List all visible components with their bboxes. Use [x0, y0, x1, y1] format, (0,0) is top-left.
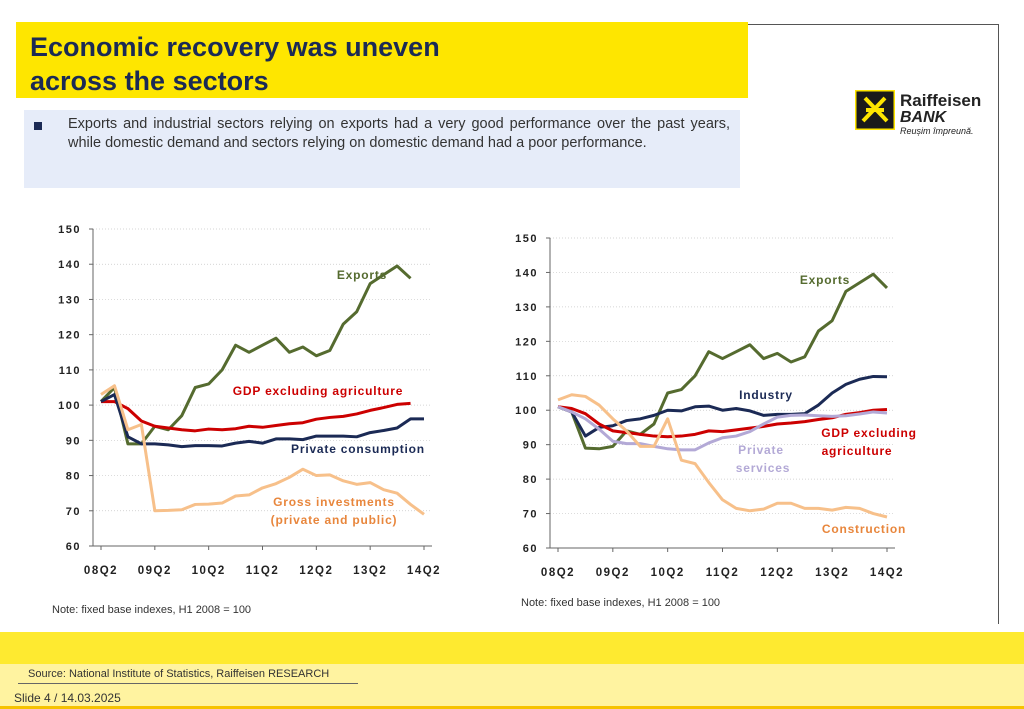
header-rule: [748, 24, 998, 25]
series-label: Construction: [822, 522, 906, 536]
series-label: Exports: [800, 273, 850, 287]
series-line: [557, 374, 888, 438]
summary-text: Exports and industrial sectors relying o…: [68, 116, 730, 151]
summary-box: Exports and industrial sectors relying o…: [24, 110, 740, 188]
series-label: GDP excluding: [821, 426, 917, 440]
logo-name-2: BANK: [900, 109, 948, 126]
crossed-gables-icon: [861, 96, 889, 123]
y-tick-label: 100: [58, 400, 81, 412]
series-line: [100, 384, 425, 516]
series-label: (private and public): [271, 513, 398, 527]
series-line: [557, 405, 888, 452]
x-tick-label: 09Q2: [138, 565, 172, 577]
note-right: Note: fixed base indexes, H1 2008 = 100: [521, 597, 721, 609]
y-tick-label: 120: [58, 330, 81, 342]
title-line-2: across the sectors: [30, 66, 269, 96]
y-tick-label: 140: [515, 267, 538, 279]
y-tick-label: 90: [66, 435, 81, 447]
series-label: agriculture: [822, 444, 893, 458]
x-tick-label: 08Q2: [84, 565, 118, 577]
y-tick-label: 140: [58, 259, 81, 271]
title-line-1: Economic recovery was uneven: [30, 32, 440, 62]
note-left: Note: fixed base indexes, H1 2008 = 100: [52, 604, 252, 616]
slide-rule: [0, 706, 1024, 709]
y-tick-label: 150: [515, 233, 538, 245]
series-label: Private consumption: [291, 442, 425, 456]
frame-rule: [998, 24, 999, 624]
series-line: [557, 393, 888, 519]
y-tick-label: 110: [516, 371, 538, 383]
slide-number: Slide 4 / 14.03.2025: [14, 691, 121, 705]
series-label: Private: [738, 443, 784, 457]
y-tick-label: 130: [515, 302, 538, 314]
bullet-square-icon: [34, 122, 42, 130]
chart-left: 60 70 80 90 100 110 120 130 140 150 08Q2 09Q2 10Q2 11…: [58, 224, 441, 577]
series-label: services: [736, 461, 790, 475]
logo-name: Raiffeisen: [900, 91, 981, 110]
x-tick-label: 12Q2: [760, 567, 794, 579]
x-tick-label: 10Q2: [651, 567, 685, 579]
y-tick-label: 80: [66, 471, 81, 483]
y-tick-label: 60: [523, 543, 538, 555]
footer-stripe-band: [0, 632, 1024, 664]
series-line: [99, 264, 412, 446]
series-label: Exports: [337, 268, 387, 282]
raiffeisen-logo: Raiffeisen BANK Reușim împreună.: [855, 90, 981, 136]
x-tick-label: 14Q2: [870, 567, 904, 579]
x-tick-label: 12Q2: [299, 565, 333, 577]
x-tick-label: 08Q2: [541, 567, 575, 579]
series-label: Gross investments: [273, 495, 395, 509]
series-label: GDP excluding agriculture: [233, 384, 403, 398]
y-tick-label: 150: [58, 224, 81, 236]
logo-slogan: Reușim împreună.: [900, 126, 974, 136]
y-tick-label: 70: [523, 509, 538, 521]
y-tick-label: 70: [66, 506, 81, 518]
series-line: [557, 272, 889, 451]
y-tick-label: 100: [515, 405, 538, 417]
source-text: Source: National Institute of Statistics…: [28, 668, 330, 680]
x-tick-label: 10Q2: [192, 565, 226, 577]
y-tick-label: 120: [515, 336, 538, 348]
y-tick-label: 110: [59, 365, 81, 377]
y-tick-label: 60: [66, 541, 81, 553]
title-banner: Economic recovery was uneven across the …: [16, 22, 748, 98]
x-tick-label: 13Q2: [353, 565, 387, 577]
series-label: Industry: [739, 388, 793, 402]
series-line: [100, 393, 424, 449]
source-rule: [18, 683, 358, 684]
x-tick-label: 11Q2: [706, 567, 740, 579]
series-line: [101, 400, 411, 433]
y-tick-label: 90: [523, 440, 538, 452]
y-tick-label: 80: [523, 474, 538, 486]
x-tick-label: 13Q2: [815, 567, 849, 579]
y-tick-label: 130: [58, 294, 81, 306]
chart-right: 60 70 80 90 100 110 120 130 140 150 08Q2 09Q2 10Q2 11…: [515, 233, 917, 579]
x-tick-label: 09Q2: [596, 567, 630, 579]
page-title: Economic recovery was uneven across the …: [30, 30, 440, 98]
x-tick-label: 11Q2: [246, 565, 280, 577]
x-tick-label: 14Q2: [407, 565, 441, 577]
